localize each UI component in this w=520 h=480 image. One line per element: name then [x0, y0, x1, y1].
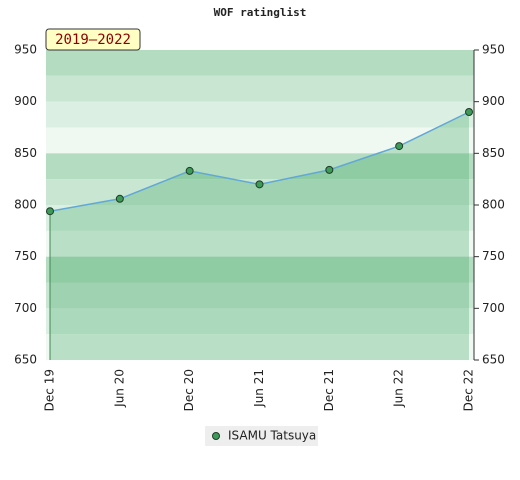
- background-band: [46, 75, 474, 102]
- point: [46, 207, 54, 216]
- area: [50, 112, 469, 360]
- y-tick-label: 950: [14, 43, 37, 57]
- chart-title: WOF ratinglist: [214, 6, 307, 19]
- x-tick-label: Jun 22: [392, 369, 406, 408]
- point: [185, 166, 194, 175]
- x-tick-label: Dec 20: [182, 369, 196, 411]
- background-band: [46, 230, 474, 257]
- y2-tick-label: 650: [482, 353, 505, 367]
- background-band: [46, 282, 474, 309]
- y-tick-label: 900: [14, 94, 37, 108]
- x-tick-label: Dec 21: [322, 369, 336, 411]
- x-tick-label: Dec 22: [462, 369, 476, 411]
- badge: 2019–2022: [55, 32, 131, 48]
- background-band: [46, 256, 474, 283]
- y2-tick-label: 850: [482, 146, 505, 160]
- y2-tick-label: 700: [482, 301, 505, 315]
- legend-label: ISAMU Tatsuya: [228, 429, 316, 443]
- background-band: [46, 205, 474, 231]
- point: [465, 108, 473, 116]
- plot-area: [46, 50, 474, 360]
- point: [395, 142, 404, 151]
- background-band: [46, 50, 474, 76]
- y-tick-label: 800: [14, 198, 37, 212]
- y-tick-label: 650: [14, 353, 37, 367]
- background-band: [46, 334, 474, 360]
- point: [115, 194, 124, 203]
- x-tick-label: Dec 19: [43, 369, 57, 411]
- x-tick-label: Jun 20: [112, 369, 126, 408]
- badge-box: [45, 28, 141, 51]
- y-tick-label: 750: [14, 249, 37, 263]
- y-tick-label: 850: [14, 146, 37, 160]
- point: [325, 165, 334, 174]
- y2-tick-label: 800: [482, 198, 505, 212]
- point: [255, 180, 264, 189]
- y2-tick-label: 950: [482, 43, 505, 57]
- background-band: [46, 127, 474, 154]
- x-tick-label: Jun 21: [252, 369, 266, 408]
- background-band: [46, 153, 474, 180]
- background-band: [46, 101, 474, 128]
- y-tick-label: 700: [14, 301, 37, 315]
- background-band: [46, 308, 474, 335]
- legend-marker: [212, 432, 220, 440]
- legend-box: [205, 426, 318, 446]
- y2-tick-label: 750: [482, 249, 505, 263]
- y2-tick-label: 900: [482, 94, 505, 108]
